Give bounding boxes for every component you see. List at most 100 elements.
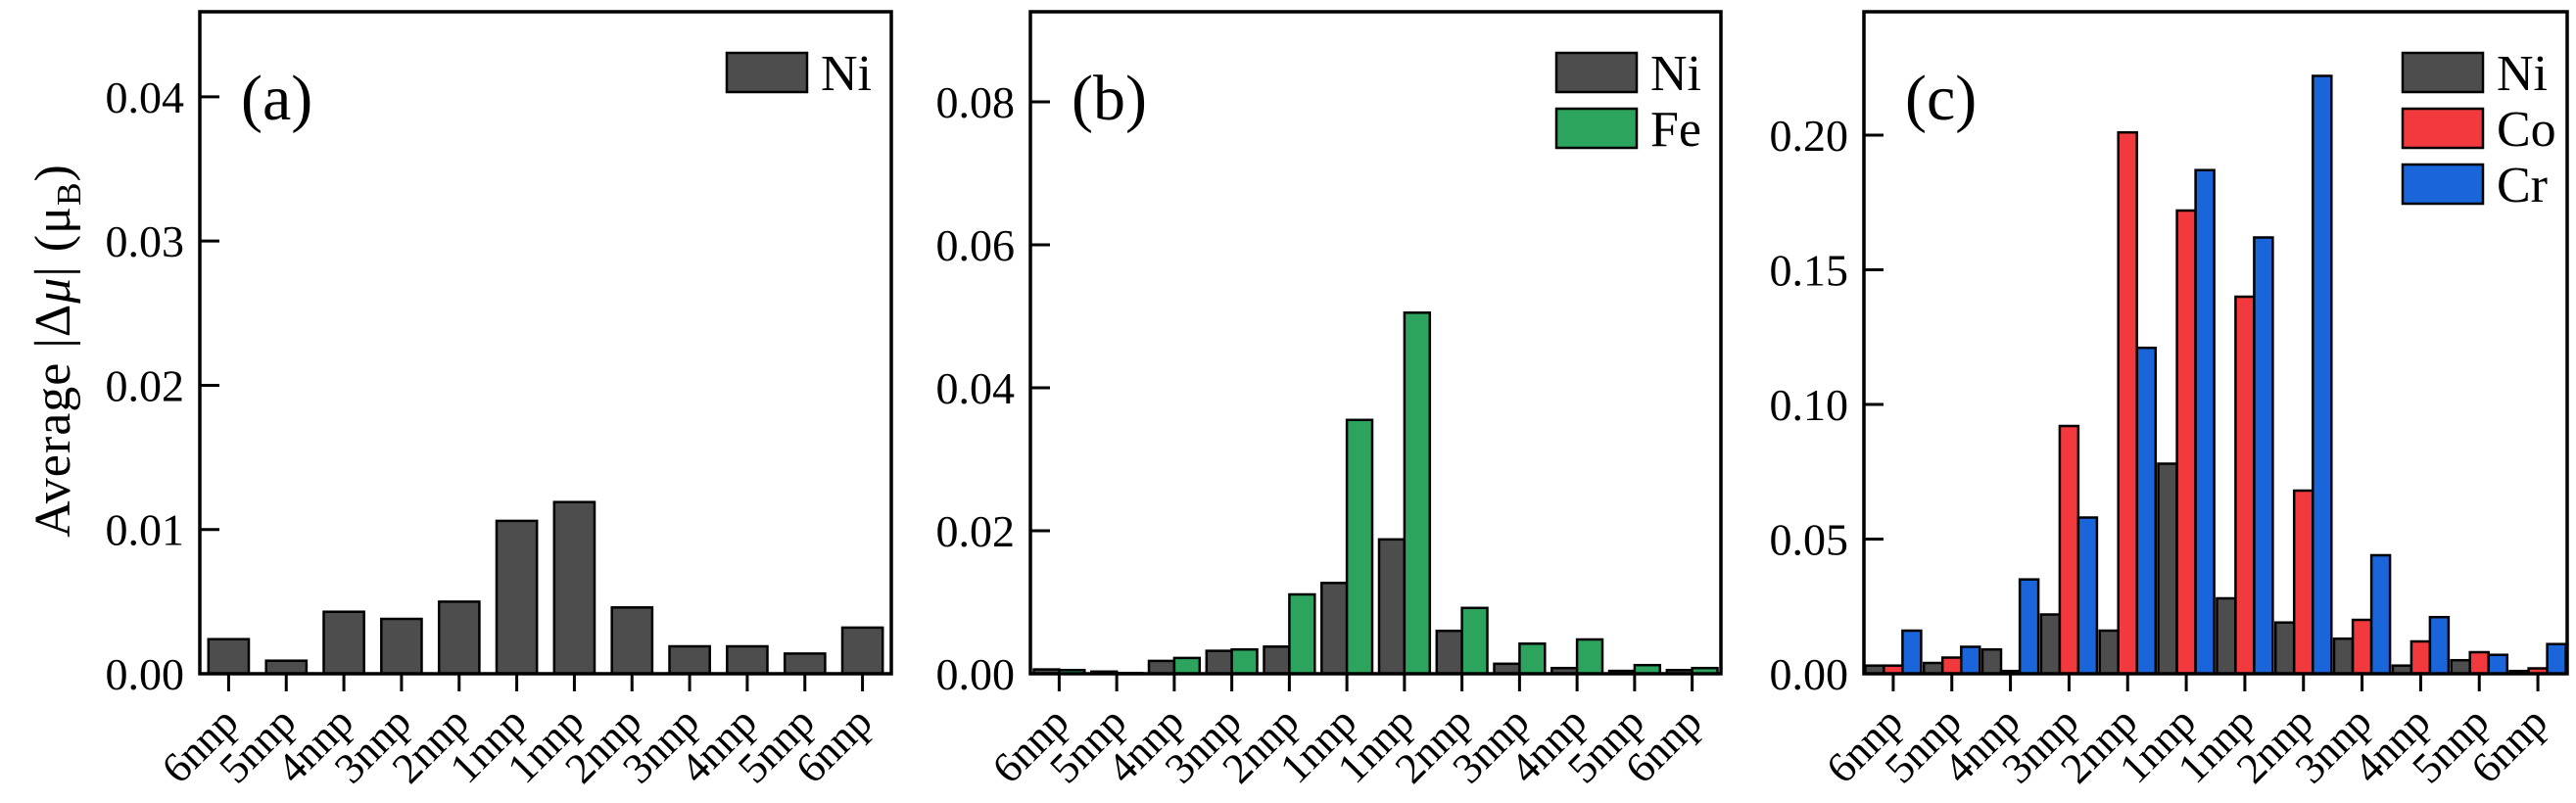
y-tick-label: 0.00 xyxy=(936,649,1016,699)
bar-Cr-1nnp xyxy=(2194,168,2216,676)
bar-Co-2nnp xyxy=(2117,130,2138,676)
y-tick-label: 0.00 xyxy=(1770,649,1849,699)
bar-Ni-5nnp xyxy=(783,652,827,676)
bar-Ni-2nnp xyxy=(437,600,481,676)
plot-border xyxy=(1028,10,1723,676)
bar-Cr-5nnp xyxy=(1960,645,1981,676)
bar-Fe-3nnp xyxy=(1230,647,1259,676)
y-tick-label: 0.04 xyxy=(106,72,185,122)
bar-Ni-2nnp xyxy=(1263,645,1291,676)
legend-swatch-Co xyxy=(2401,107,2485,150)
plot-border xyxy=(198,10,893,676)
y-tick-label: 0.15 xyxy=(1770,245,1849,295)
bar-Ni-1nnp xyxy=(552,500,596,676)
x-axis: 6nnp5nnp4nnp3nnp2nnp1nnp1nnp2nnp3nnp4nnp… xyxy=(153,674,882,792)
bar-Fe-2nnp xyxy=(1288,592,1316,676)
legend-label-Fe: Fe xyxy=(1650,102,1701,158)
bar-Ni-5nnp xyxy=(264,659,309,676)
y-axis-label-part-mu: μ xyxy=(25,276,82,304)
panel-b: 0.00 0.02 0.04 0.06 0.08 6nnp 5nnp 4nnp 3nnp 2nnp… xyxy=(896,0,1727,803)
bar-Ni-3nnp xyxy=(2332,637,2355,676)
bars-Ni xyxy=(207,500,884,676)
bar-Ni-6nnp xyxy=(207,638,251,676)
panel-a: 0.00 0.01 0.02 0.03 0.04 6nnp 5nnp 4nnp 3nnp 2nnp… xyxy=(0,0,896,803)
legend-label-Co: Co xyxy=(2497,102,2556,158)
bar-Fe-1nnp xyxy=(1345,418,1374,676)
x-axis: 6nnp5nnp4nnp3nnp2nnp1nnp1nnp2nnp3nnp4nnp… xyxy=(983,674,1711,792)
panel-b-chart: 0.00 0.02 0.04 0.06 0.08 6nnp5nnp4nnp3nnp2nnp… xyxy=(936,10,1723,792)
bar-Co-5nnp xyxy=(1940,656,1963,676)
y-tick-label: 0.10 xyxy=(1770,380,1849,430)
y-axis-label-subscript: B xyxy=(48,181,88,207)
bar-Cr-1nnp xyxy=(2253,236,2274,676)
legend-swatch-Cr xyxy=(2401,163,2485,206)
bar-Ni-1nnp xyxy=(495,519,539,676)
bar-Ni-1nnp xyxy=(1377,538,1407,676)
y-axis-label-part: ) xyxy=(25,164,82,182)
bar-Ni-2nnp xyxy=(610,606,654,676)
panel-c: 0.00 0.05 0.10 0.15 0.20 6nnp 5nnp 4nnp 3nnp 2nnp… xyxy=(1727,0,2576,803)
bar-Ni-6nnp xyxy=(840,626,884,676)
bar-Co-5nnp xyxy=(2468,650,2490,676)
bar-Fe-3nnp xyxy=(1518,642,1547,676)
y-tick-label: 0.08 xyxy=(936,77,1016,127)
bar-Ni-3nnp xyxy=(1205,649,1233,676)
y-tick-label: 0.01 xyxy=(106,505,185,555)
bar-Fe-1nnp xyxy=(1403,311,1432,676)
legend-label-Ni: Ni xyxy=(2497,46,2548,102)
y-axis: 0.00 0.02 0.04 0.06 0.08 xyxy=(936,77,1050,699)
panel-letter: (c) xyxy=(1905,63,1977,134)
bars-Co xyxy=(1883,130,2549,676)
bar-Cr-5nnp xyxy=(2487,653,2509,676)
y-tick-label: 0.02 xyxy=(106,360,185,410)
bar-Ni-4nnp xyxy=(1147,659,1176,676)
bar-Ni-1nnp xyxy=(2157,462,2178,676)
bar-Cr-6nnp xyxy=(2546,642,2567,676)
legend-swatch-Ni xyxy=(725,51,809,94)
panel-c-chart: 0.00 0.05 0.10 0.15 0.20 6nnp5nnp4nnp3nnp2nnp… xyxy=(1770,10,2569,792)
bar-Cr-6nnp xyxy=(1901,629,1923,676)
legend-swatch-Ni xyxy=(1554,51,1639,94)
bar-Cr-4nnp xyxy=(2428,615,2451,676)
bar-Ni-4nnp xyxy=(322,610,365,676)
panel-a-chart: 0.00 0.01 0.02 0.03 0.04 6nnp5nnp4nnp3nnp2nnp… xyxy=(106,10,893,792)
legend: Ni xyxy=(725,46,872,102)
y-tick-label: 0.06 xyxy=(936,220,1016,270)
bar-Co-1nnp xyxy=(2234,295,2256,676)
bar-Fe-4nnp xyxy=(1575,638,1604,676)
legend-label-Cr: Cr xyxy=(2497,158,2548,213)
y-tick-label: 0.00 xyxy=(106,649,185,699)
bars xyxy=(1032,311,1719,676)
plot-border xyxy=(1862,10,2569,676)
panel-letter: (b) xyxy=(1072,63,1147,134)
bar-Ni-2nnp xyxy=(1435,629,1463,676)
y-tick-label: 0.04 xyxy=(936,363,1016,413)
bar-Ni-2nnp xyxy=(2098,629,2120,676)
bars-Ni xyxy=(1864,462,2530,676)
y-tick-label: 0.02 xyxy=(936,506,1016,556)
y-tick-label: 0.20 xyxy=(1770,111,1849,161)
legend-swatch-Ni xyxy=(2401,51,2485,94)
bar-Ni-4nnp xyxy=(1980,647,2003,676)
bar-Cr-2nnp xyxy=(2135,346,2158,676)
bar-Ni-2nnp xyxy=(2273,621,2296,676)
bar-Ni-1nnp xyxy=(1320,582,1349,676)
bar-Fe-4nnp xyxy=(1172,656,1202,676)
y-axis-label-part: | (μ xyxy=(25,206,82,277)
bar-Ni-1nnp xyxy=(2216,596,2237,676)
bar-Cr-4nnp xyxy=(2018,578,2040,676)
bar-Ni-3nnp xyxy=(2039,613,2062,676)
legend-swatch-Fe xyxy=(1554,107,1639,150)
bar-Co-3nnp xyxy=(2351,618,2373,676)
bar-Co-3nnp xyxy=(2058,424,2080,676)
legend-label-Ni: Ni xyxy=(1650,46,1701,102)
y-axis-label-part: Δ xyxy=(25,303,82,338)
bar-Co-2nnp xyxy=(2292,489,2314,676)
bar-Ni-5nnp xyxy=(2450,658,2471,676)
y-axis-label: Average |Δμ| (μB) xyxy=(24,164,89,538)
bars-Fe xyxy=(1058,311,1719,676)
bar-Ni-4nnp xyxy=(726,644,769,676)
y-axis-label-part: Average | xyxy=(25,337,82,538)
